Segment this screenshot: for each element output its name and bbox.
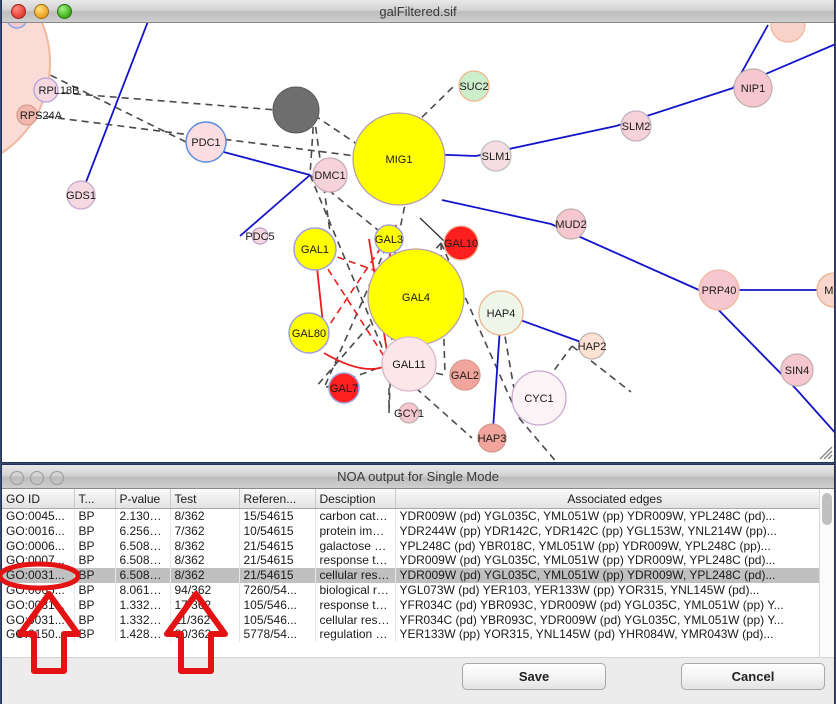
svg-text:SLM1: SLM1 [482,151,511,163]
svg-text:DMC1: DMC1 [314,170,345,182]
svg-text:GCY1: GCY1 [394,408,424,420]
svg-text:GAL2: GAL2 [451,370,479,382]
svg-text:CYC1: CYC1 [524,393,553,405]
svg-text:PRP40: PRP40 [702,285,737,297]
svg-text:SUC2: SUC2 [459,81,488,93]
svg-text:GAL10: GAL10 [444,238,478,250]
svg-text:PDC1: PDC1 [191,137,220,149]
svg-text:GAL11: GAL11 [392,359,425,371]
svg-text:MIG1: MIG1 [386,154,413,166]
svg-text:SLM2: SLM2 [622,121,651,133]
svg-text:NIP1: NIP1 [741,83,765,95]
svg-text:PDC5: PDC5 [245,231,274,243]
svg-text:HAP2: HAP2 [578,341,607,353]
svg-text:MSI: MSI [824,285,834,297]
svg-text:MUD2: MUD2 [555,219,586,231]
svg-text:RPL18B: RPL18B [39,85,80,97]
svg-text:GAL1: GAL1 [301,244,329,256]
svg-text:GAL3: GAL3 [375,234,403,246]
svg-text:SIN4: SIN4 [785,365,809,377]
svg-text:RPS24A: RPS24A [20,110,63,122]
svg-text:GAL7: GAL7 [330,383,358,395]
svg-text:GAL80: GAL80 [292,328,326,340]
svg-text:GAL4: GAL4 [402,292,430,304]
svg-text:HAP4: HAP4 [487,308,516,320]
svg-text:GDS1: GDS1 [66,190,96,202]
svg-text:HAP3: HAP3 [478,433,507,445]
